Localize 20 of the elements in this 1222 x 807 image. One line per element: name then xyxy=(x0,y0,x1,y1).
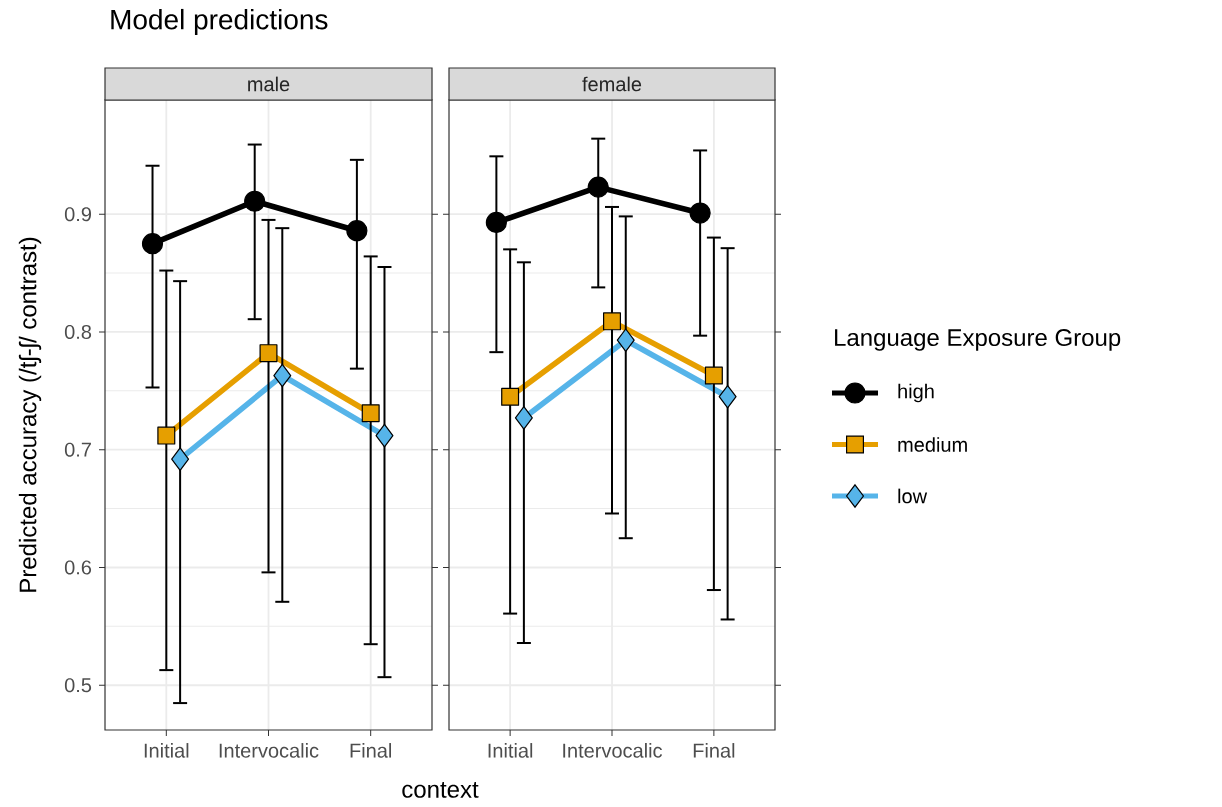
x-tick-label: Intervocalic xyxy=(563,743,663,758)
y-tick-label: 0.7 xyxy=(64,442,91,457)
chart-title: Model predictions xyxy=(111,8,328,36)
legend-label: medium xyxy=(898,437,967,452)
y-tick-label: 0.5 xyxy=(64,678,92,693)
x-tick-label: Initial xyxy=(488,743,533,758)
y-tick-label: 0.6 xyxy=(64,560,92,575)
x-tick-label: Final xyxy=(693,743,735,758)
y-tick-label: 0.8 xyxy=(64,324,92,340)
legend-title: Language Exposure Group xyxy=(835,329,1121,351)
legend-label: low xyxy=(898,488,928,504)
x-axis-title: context xyxy=(402,782,479,798)
y-axis-title: Predicted accuracy (/tʃ-ʃ/ contrast) xyxy=(18,237,42,592)
x-tick-label: Intervocalic xyxy=(219,743,319,758)
chart-subtitle: male xyxy=(248,76,290,92)
y-tick-label: 0.9 xyxy=(64,207,92,222)
x-tick-label: Initial xyxy=(144,743,189,758)
chart-subtitle: female xyxy=(582,76,642,92)
legend-label: high xyxy=(898,383,934,403)
x-tick-label: Final xyxy=(350,743,392,758)
